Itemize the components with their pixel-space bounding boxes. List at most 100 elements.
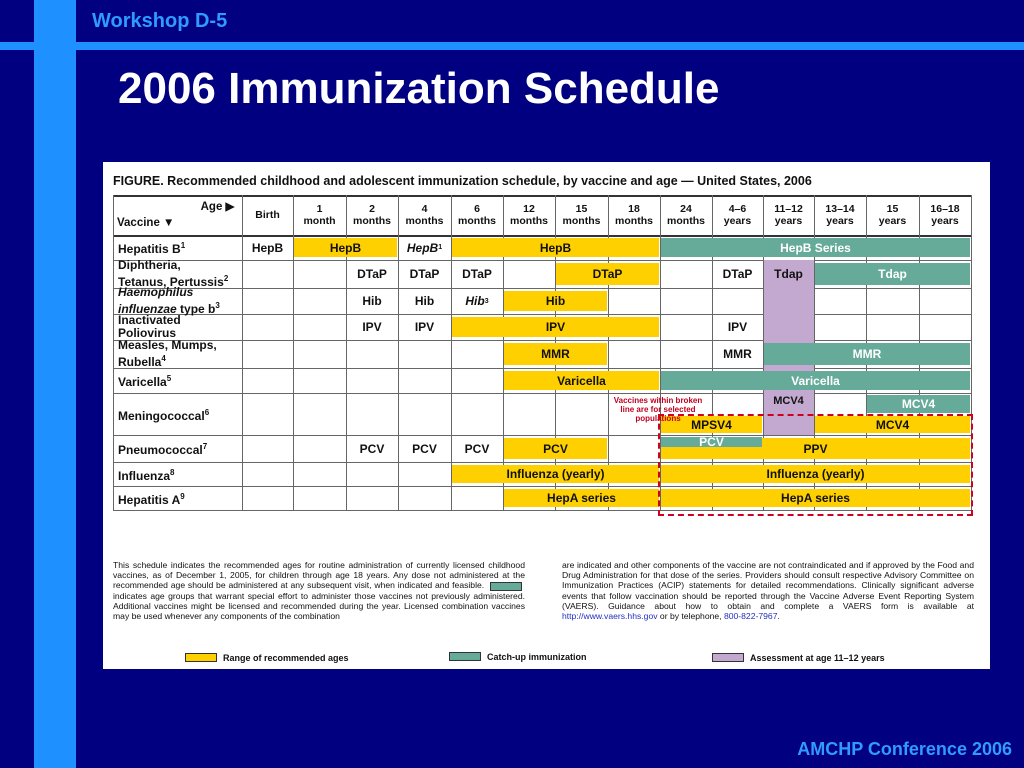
dose-cell: PCV xyxy=(412,441,437,456)
dose-cell: PCV xyxy=(359,441,385,456)
dose-cell: IPV xyxy=(727,320,748,334)
schedule-bar: PCV xyxy=(661,435,762,449)
dose-cell: DTaP xyxy=(409,267,440,281)
grid-col-line xyxy=(293,195,294,510)
conference-footer: AMCHP Conference 2006 xyxy=(797,739,1012,759)
vaccine-label: Inactivated Poliovirus xyxy=(118,313,181,340)
legend-swatch-recommended xyxy=(185,653,217,662)
grid-row-line xyxy=(113,462,971,463)
slide-title: 2006 Immunization Schedule xyxy=(118,64,720,113)
dose-cell: HepB 1 xyxy=(406,240,443,255)
schedule-bar: HepA series xyxy=(504,489,659,507)
schedule-bar: MPSV4 xyxy=(661,416,762,433)
legend-label-catchup: Catch-up immunization xyxy=(487,652,587,662)
grid-top-line xyxy=(113,195,971,197)
dose-cell: IPV xyxy=(414,320,435,334)
vaccine-label: Hepatitis B1 xyxy=(118,241,186,256)
corner-vaccine-label: Vaccine ▼ xyxy=(117,217,175,229)
age-header: 1 month xyxy=(303,203,336,227)
vaccine-label: Haemophilus influenzae type b3 xyxy=(118,285,220,316)
footnote-right: are indicated and other components of th… xyxy=(562,560,974,622)
schedule-bar: MCV4 xyxy=(867,395,970,413)
age-header: 4–6 years xyxy=(723,203,752,227)
schedule-bar: MMR xyxy=(504,343,607,365)
selected-populations-box xyxy=(658,414,973,516)
vaccine-label: Pneumococcal7 xyxy=(118,442,208,457)
age-header: 12 months xyxy=(510,203,548,227)
schedule-bar: HepB xyxy=(294,238,397,257)
dose-cell: Hib xyxy=(362,294,382,308)
grid-row-line xyxy=(113,486,971,487)
dose-cell: PCV xyxy=(464,441,490,456)
vaers-phone[interactable]: 800-822-7967 xyxy=(723,611,778,622)
grid-row-line xyxy=(113,510,971,511)
schedule-bar: Varicella xyxy=(504,371,659,390)
footnote-left: This schedule indicates the recommended … xyxy=(113,560,525,622)
age-header: 13–14 years xyxy=(825,203,855,227)
dose-cell: DTaP xyxy=(462,267,492,281)
age-header: 6 months xyxy=(458,203,496,227)
schedule-bar: Varicella xyxy=(661,371,970,390)
schedule-bar: Tdap xyxy=(815,263,970,285)
vaers-link[interactable]: http://www.vaers.hhs.gov xyxy=(562,611,658,622)
grid-row-line xyxy=(113,368,971,369)
grid-col-line xyxy=(608,195,609,510)
grid-col-line xyxy=(451,195,452,510)
grid-row-line xyxy=(113,235,971,237)
workshop-label: Workshop D-5 xyxy=(92,10,228,32)
dose-cell: DTaP xyxy=(722,267,753,281)
grid-col-line xyxy=(971,195,972,510)
top-accent-bar xyxy=(0,42,1024,50)
schedule-bar: DTaP xyxy=(556,263,659,285)
schedule-bar: MCV4 xyxy=(815,416,970,433)
vaccine-label: Measles, Mumps, Rubella4 xyxy=(118,338,217,369)
grid-col-line xyxy=(346,195,347,510)
grid-row-line xyxy=(113,340,971,341)
schedule-bar: HepB xyxy=(452,238,659,257)
inline-green-swatch xyxy=(490,581,522,591)
schedule-bar: HepB Series xyxy=(661,238,970,257)
assessment-tdap: Tdap xyxy=(774,267,803,281)
age-header: Birth xyxy=(255,209,280,221)
dose-cell: HepB xyxy=(251,240,284,255)
immunization-schedule-figure: FIGURE. Recommended childhood and adoles… xyxy=(103,162,990,669)
grid-row-line xyxy=(113,314,971,315)
vaccine-label: Meningococcal6 xyxy=(118,407,210,423)
legend-label-assessment: Assessment at age 11–12 years xyxy=(750,653,885,663)
age-header: 18 months xyxy=(615,203,653,227)
age-header: 15 years xyxy=(878,203,907,227)
schedule-bar: IPV xyxy=(452,317,659,337)
schedule-bar: Hib xyxy=(504,291,607,311)
vaccine-label: Diphtheria, Tetanus, Pertussis2 xyxy=(118,258,229,289)
schedule-bar: MMR xyxy=(764,343,970,365)
grid-row-line xyxy=(113,435,971,436)
dose-cell: IPV xyxy=(362,320,382,334)
dose-cell: MMR xyxy=(723,347,752,361)
vaccine-label: Influenza8 xyxy=(118,467,175,483)
schedule-bar: Influenza (yearly) xyxy=(661,465,970,483)
age-header: 15 months xyxy=(562,203,601,227)
grid-row-line xyxy=(113,393,971,394)
age-header: 4 months xyxy=(405,203,444,227)
corner-age-label: Age ▶ xyxy=(200,201,235,213)
age-header: 2 months xyxy=(353,203,391,227)
grid-left-line xyxy=(113,195,114,510)
dose-cell: Hib xyxy=(414,294,435,308)
dose-cell: Hib 3 xyxy=(465,294,489,308)
age-header: 24 months xyxy=(667,203,705,227)
schedule-bar: HepA series xyxy=(661,489,970,507)
schedule-bar: PCV xyxy=(504,438,607,459)
grid-col-line xyxy=(763,195,764,510)
grid-col-line xyxy=(712,195,713,510)
grid-col-line xyxy=(398,195,399,510)
grid-col-line xyxy=(503,195,504,510)
age-header: 11–12 years xyxy=(774,203,803,227)
figure-caption: FIGURE. Recommended childhood and adoles… xyxy=(113,174,812,188)
legend-swatch-assessment xyxy=(712,653,744,662)
grid-col-line xyxy=(242,195,243,510)
grid-row-line xyxy=(113,288,971,289)
selected-populations-note: Vaccines within broken line are for sele… xyxy=(613,396,703,423)
schedule-bar: Influenza (yearly) xyxy=(452,465,659,483)
vaccine-label: Hepatitis A9 xyxy=(118,491,185,507)
dose-cell: DTaP xyxy=(357,267,387,281)
